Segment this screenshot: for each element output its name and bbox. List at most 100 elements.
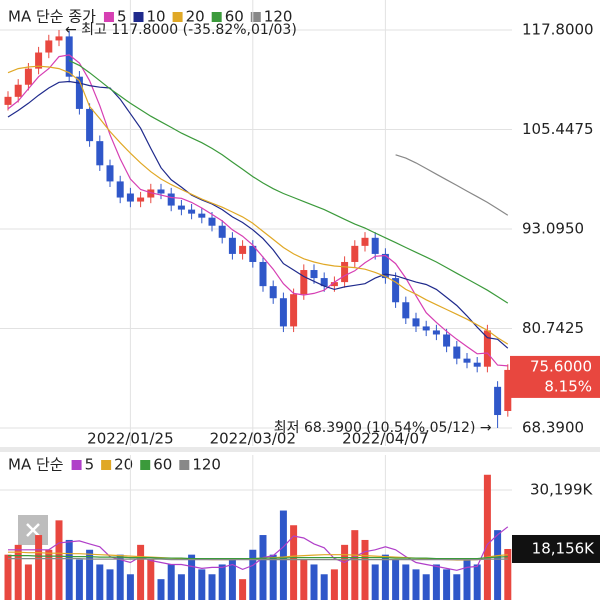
last-change: 8.15% bbox=[544, 377, 592, 395]
volume-legend: MA 단순 5 20 60 120 bbox=[8, 456, 221, 474]
last-price-box bbox=[510, 355, 600, 398]
candle-body bbox=[126, 193, 134, 202]
volume-bar bbox=[14, 544, 22, 600]
candle-body bbox=[259, 261, 267, 287]
candles bbox=[4, 29, 512, 429]
ma-line bbox=[395, 154, 509, 216]
volume-bar bbox=[504, 548, 512, 600]
volume-bar bbox=[65, 539, 73, 600]
volume-bar bbox=[208, 574, 216, 600]
y-tick-label: 30,199K bbox=[530, 480, 593, 498]
candle-body bbox=[422, 326, 430, 331]
volume-bar bbox=[126, 574, 134, 600]
y-tick-label: 117.8000 bbox=[522, 20, 594, 38]
candle-body bbox=[361, 237, 369, 246]
legend-swatch bbox=[103, 12, 114, 22]
ma-line bbox=[8, 526, 509, 571]
price-legend: MA 단순 종가 5 10 20 60 120 bbox=[8, 8, 292, 26]
low-annotation: 최저 68.3900 (10.54%,05/12) → bbox=[274, 420, 492, 436]
candle-body bbox=[106, 165, 114, 182]
legend-swatch bbox=[172, 12, 183, 22]
volume-bar bbox=[483, 474, 491, 600]
candle-body bbox=[310, 270, 318, 279]
legend-label: 60 bbox=[225, 8, 244, 26]
candle-body bbox=[494, 386, 502, 416]
candle-body bbox=[371, 237, 379, 254]
volume-bar bbox=[381, 554, 389, 600]
volume-bar bbox=[463, 559, 471, 600]
volume-bar bbox=[198, 569, 206, 600]
volume-bar bbox=[188, 554, 196, 600]
candle-body bbox=[45, 40, 53, 53]
volume-bar bbox=[279, 510, 287, 600]
candle-body bbox=[177, 205, 185, 210]
candle-body bbox=[432, 330, 440, 335]
legend-label: 60 bbox=[153, 456, 172, 474]
volume-bar bbox=[310, 564, 318, 600]
panel-divider bbox=[0, 447, 600, 452]
candle-body bbox=[167, 193, 175, 206]
candle-body bbox=[228, 237, 236, 254]
candle-body bbox=[137, 197, 145, 202]
volume-bar bbox=[86, 549, 94, 600]
ma-line bbox=[7, 80, 509, 349]
candle-body bbox=[269, 286, 277, 299]
legend-label: 10 bbox=[147, 8, 166, 26]
candle-body bbox=[4, 96, 12, 105]
candle-body bbox=[473, 362, 481, 367]
last-volume: 18,156K bbox=[532, 539, 595, 557]
candle-body bbox=[96, 141, 104, 166]
candle-body bbox=[65, 36, 73, 77]
close-button[interactable] bbox=[18, 515, 48, 545]
x-tick-label: 2022/03/02 bbox=[210, 430, 296, 448]
volume-bar bbox=[137, 544, 145, 600]
candle-body bbox=[218, 225, 226, 238]
volume-bar bbox=[494, 530, 502, 600]
candle-body bbox=[392, 278, 400, 303]
y-tick-label: 105.4475 bbox=[522, 120, 594, 138]
ma-line bbox=[7, 65, 509, 345]
candle-body bbox=[463, 358, 471, 363]
candle-body bbox=[147, 189, 155, 198]
volume-bar bbox=[116, 554, 124, 600]
legend-swatch bbox=[140, 460, 151, 470]
candle-body bbox=[24, 68, 32, 85]
candle-body bbox=[320, 278, 328, 287]
volume-bar bbox=[300, 559, 308, 600]
legend-label: 5 bbox=[85, 456, 95, 474]
volume-bar bbox=[290, 525, 298, 600]
legend-swatch bbox=[179, 460, 190, 470]
ma-line bbox=[68, 60, 509, 304]
volume-bar bbox=[157, 579, 165, 600]
candle-body bbox=[86, 108, 94, 142]
candle-body bbox=[381, 253, 389, 279]
legend-label: 20 bbox=[186, 8, 205, 26]
candle-body bbox=[116, 181, 124, 198]
y-tick-label: 80.7425 bbox=[522, 319, 584, 337]
volume-bar bbox=[45, 549, 53, 600]
volume-bar bbox=[35, 535, 43, 600]
candle-body bbox=[198, 213, 206, 218]
candle-body bbox=[279, 298, 287, 327]
volume-bar bbox=[75, 559, 83, 600]
volume-bar bbox=[249, 549, 257, 600]
candle-body bbox=[483, 330, 491, 367]
y-tick-label: 68.3900 bbox=[522, 419, 584, 437]
candle-body bbox=[412, 318, 420, 327]
close-icon bbox=[26, 523, 40, 537]
legend-label: 20 bbox=[114, 456, 133, 474]
candle-body bbox=[300, 270, 308, 295]
legend-label: 120 bbox=[264, 8, 293, 26]
volume-bar bbox=[55, 520, 63, 600]
legend-swatch bbox=[133, 12, 144, 22]
volume-bar bbox=[259, 535, 267, 600]
volume-bar bbox=[147, 559, 155, 600]
volume-bar bbox=[473, 564, 481, 600]
volume-bar bbox=[412, 569, 420, 600]
x-tick-label: 2022/01/25 bbox=[87, 430, 173, 448]
candle-body bbox=[239, 245, 247, 254]
candle-body bbox=[249, 245, 257, 262]
volume-bar bbox=[402, 564, 410, 600]
volume-bar bbox=[453, 574, 461, 600]
volume-bar bbox=[96, 564, 104, 600]
